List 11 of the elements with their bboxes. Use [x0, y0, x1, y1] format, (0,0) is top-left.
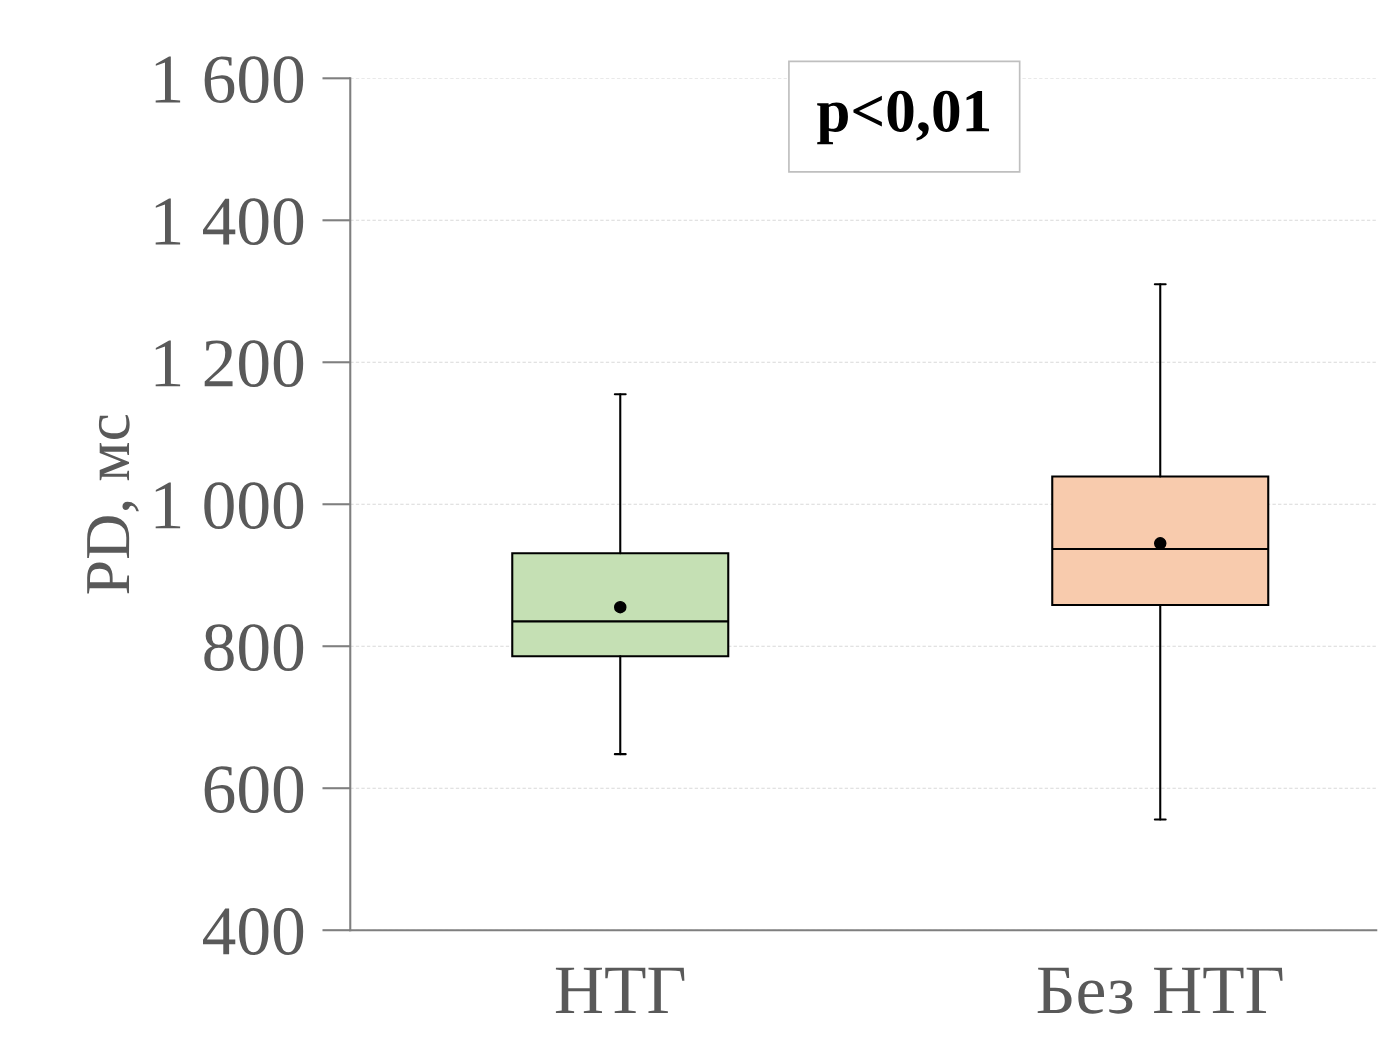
y-axis-title: PD, мс [87, 415, 139, 594]
y-tick-label: 400 [203, 908, 304, 955]
annotation: p<0,01 [817, 90, 990, 145]
y-tick-label: 1 600 [155, 56, 304, 104]
y-tick-label: 600 [204, 766, 304, 813]
x-tick-label: НТГ [555, 967, 685, 1014]
y-tick-label: 1 400 [155, 198, 304, 246]
x-tick-label: Без НТГ [1037, 967, 1283, 1014]
y-tick-label: 1 200 [155, 340, 304, 388]
y-tick-label: 800 [204, 624, 304, 672]
y-tick-label: 1 000 [155, 482, 304, 530]
